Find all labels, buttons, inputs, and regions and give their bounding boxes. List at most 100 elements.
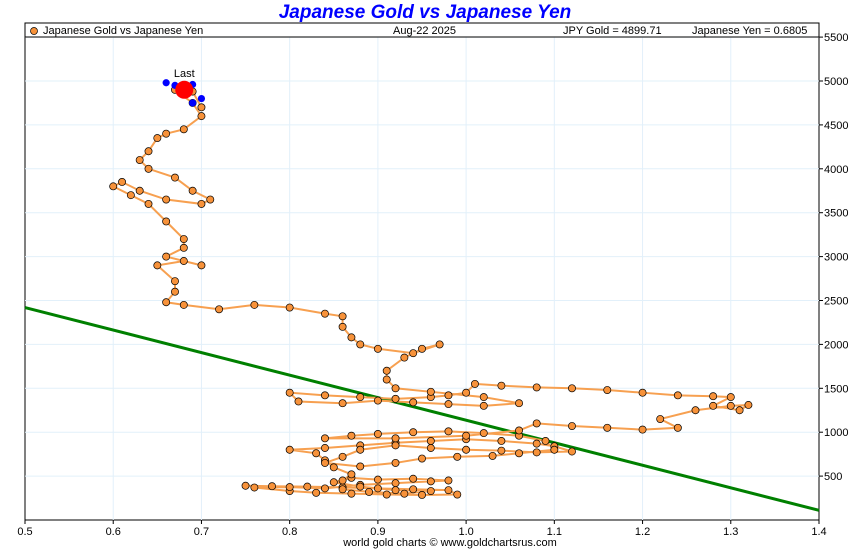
y-tick-label: 2500 [824, 296, 848, 308]
data-point [373, 430, 382, 438]
data-point [638, 388, 647, 397]
last-yen-label: Japanese Yen = 0.6805 [692, 25, 808, 37]
x-tick-label: 0.9 [370, 526, 385, 538]
data-point [179, 243, 188, 252]
data-point [179, 235, 188, 243]
recent-data-point [162, 79, 170, 87]
data-point [197, 261, 206, 270]
data-point [726, 401, 735, 410]
data-point [426, 477, 435, 486]
data-point [444, 427, 453, 436]
data-point [444, 391, 453, 400]
data-point [321, 391, 329, 400]
data-point [603, 423, 612, 432]
data-point [153, 134, 162, 143]
data-point [373, 484, 382, 493]
y-tick-label: 5000 [824, 76, 848, 88]
data-point [373, 344, 382, 353]
data-point [197, 103, 206, 112]
data-point [462, 445, 471, 454]
data-point [568, 422, 576, 431]
data-point [382, 366, 391, 375]
data-point [126, 191, 135, 200]
data-point [206, 195, 215, 204]
x-tick-label: 1.1 [547, 526, 562, 538]
data-point [162, 217, 171, 226]
data-point [568, 384, 576, 393]
data-point [347, 489, 356, 498]
plot-area [24, 22, 820, 521]
data-point [171, 173, 179, 182]
data-point [497, 437, 506, 445]
data-point [709, 401, 718, 410]
data-point [179, 257, 188, 265]
data-point [338, 322, 347, 331]
y-tick-label: 5500 [824, 32, 848, 44]
data-point [162, 195, 171, 204]
data-point [179, 125, 188, 134]
last-point-marker [175, 80, 194, 99]
data-point [144, 199, 153, 208]
y-tick-label: 4000 [824, 164, 848, 176]
data-point [338, 485, 347, 494]
y-tick-label: 3000 [824, 252, 848, 264]
data-point [356, 445, 365, 454]
data-point [171, 287, 179, 296]
date-label: Aug-22 2025 [393, 25, 456, 37]
data-point [462, 431, 471, 440]
data-point [356, 393, 365, 402]
data-point [312, 488, 321, 497]
data-point [241, 481, 250, 490]
data-point [215, 305, 224, 314]
x-tick-label: 0.6 [106, 526, 121, 538]
data-point [347, 333, 356, 342]
data-point [356, 482, 365, 491]
data-point [409, 485, 418, 494]
last-gold-label: JPY Gold = 4899.71 [563, 25, 662, 37]
data-point [144, 164, 153, 173]
data-point [462, 388, 471, 397]
data-point [162, 129, 171, 138]
legend-marker [30, 27, 38, 35]
data-point [470, 379, 479, 388]
data-point [409, 349, 418, 358]
data-point [673, 391, 682, 400]
data-point [726, 393, 735, 402]
data-point [568, 447, 576, 456]
x-tick-label: 1.4 [811, 526, 826, 538]
data-point [426, 487, 435, 495]
data-point [338, 476, 347, 485]
data-point [321, 484, 329, 493]
data-point [479, 393, 488, 402]
data-point [418, 344, 426, 353]
data-point [250, 483, 259, 492]
x-tick-label: 0.5 [17, 526, 32, 538]
data-point [418, 491, 426, 499]
data-point [162, 298, 171, 307]
x-tick-label: 0.8 [282, 526, 297, 538]
data-point [356, 340, 365, 349]
data-point [312, 449, 321, 458]
footer-credit: world gold charts © www.goldchartsrus.co… [343, 537, 557, 549]
data-point [550, 445, 559, 454]
data-point [321, 444, 329, 452]
x-tick-label: 1.3 [723, 526, 738, 538]
data-point [426, 437, 435, 445]
y-tick-label: 3500 [824, 208, 848, 220]
data-point [444, 400, 453, 409]
data-point [409, 474, 418, 483]
data-point [391, 486, 400, 495]
data-point [382, 490, 391, 499]
data-point [118, 178, 126, 186]
data-point [338, 452, 347, 461]
data-point [453, 452, 462, 461]
data-point [673, 423, 682, 432]
data-point [479, 401, 488, 410]
data-point [453, 490, 462, 499]
data-point [479, 429, 488, 438]
data-point [444, 486, 453, 495]
data-point [409, 428, 418, 437]
recent-data-point [189, 99, 197, 107]
data-point [365, 487, 374, 496]
